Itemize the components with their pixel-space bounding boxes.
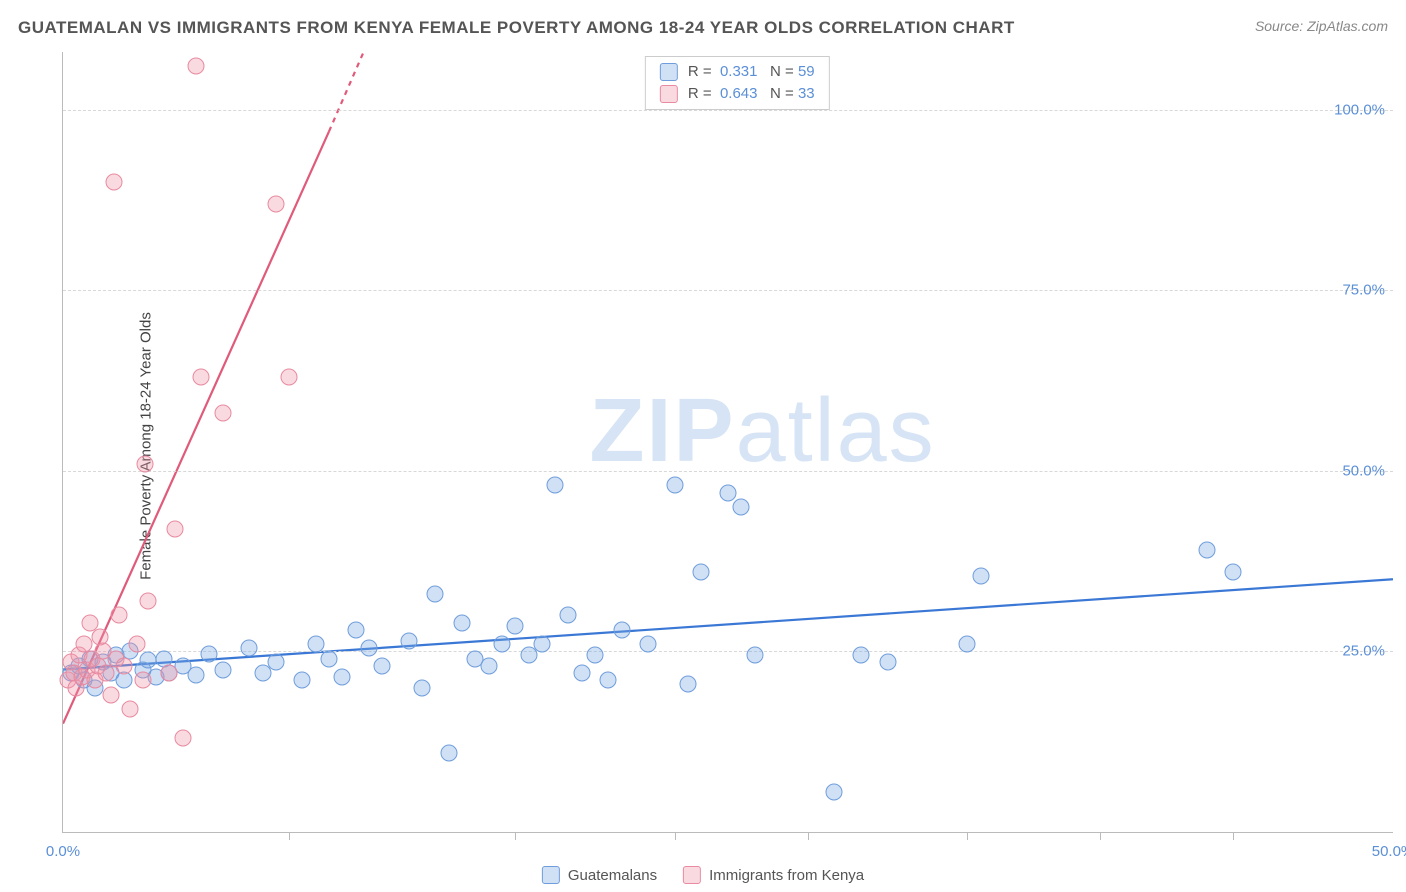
chart-title: GUATEMALAN VS IMMIGRANTS FROM KENYA FEMA… (18, 18, 1015, 37)
x-tick (808, 832, 809, 840)
data-point (129, 636, 146, 653)
data-point (547, 477, 564, 494)
data-point (853, 647, 870, 664)
data-point (267, 195, 284, 212)
data-point (427, 585, 444, 602)
legend-label: Immigrants from Kenya (709, 867, 864, 884)
legend-row: R = 0.643 N = 33 (660, 83, 815, 105)
x-tick (289, 832, 290, 840)
data-point (573, 665, 590, 682)
data-point (201, 646, 218, 663)
data-point (1198, 542, 1215, 559)
legend-swatch (660, 63, 678, 81)
source-label: Source: ZipAtlas.com (1255, 18, 1388, 34)
data-point (746, 647, 763, 664)
data-point (214, 405, 231, 422)
data-point (480, 657, 497, 674)
x-tick (1100, 832, 1101, 840)
trend-lines (63, 52, 1393, 832)
data-point (640, 636, 657, 653)
data-point (454, 614, 471, 631)
data-point (600, 672, 617, 689)
data-point (105, 174, 122, 191)
data-point (560, 607, 577, 624)
y-tick-label: 50.0% (1342, 462, 1385, 479)
data-point (174, 730, 191, 747)
data-point (188, 666, 205, 683)
data-point (281, 369, 298, 386)
data-point (347, 621, 364, 638)
data-point (972, 567, 989, 584)
x-tick-label: 0.0% (46, 843, 80, 860)
data-point (134, 672, 151, 689)
data-point (360, 639, 377, 656)
data-point (121, 701, 138, 718)
data-point (533, 636, 550, 653)
data-point (613, 621, 630, 638)
data-point (267, 654, 284, 671)
data-point (1225, 564, 1242, 581)
gridline (63, 471, 1393, 472)
data-point (193, 369, 210, 386)
data-point (826, 784, 843, 801)
data-point (116, 657, 133, 674)
legend-correlation: R = 0.331 N = 59R = 0.643 N = 33 (645, 56, 830, 110)
data-point (188, 58, 205, 75)
x-tick-label: 50.0% (1372, 843, 1406, 860)
x-tick (515, 832, 516, 840)
data-point (321, 650, 338, 667)
data-point (666, 477, 683, 494)
legend-swatch (660, 85, 678, 103)
legend-item: Guatemalans (542, 866, 657, 884)
x-tick (1233, 832, 1234, 840)
data-point (493, 636, 510, 653)
gridline (63, 290, 1393, 291)
data-point (400, 632, 417, 649)
data-point (680, 675, 697, 692)
scatter-plot: ZIPatlas R = 0.331 N = 59R = 0.643 N = 3… (62, 52, 1393, 833)
y-tick-label: 75.0% (1342, 282, 1385, 299)
watermark: ZIPatlas (590, 380, 936, 483)
data-point (307, 636, 324, 653)
legend-swatch (683, 866, 701, 884)
data-point (587, 647, 604, 664)
data-point (879, 654, 896, 671)
legend-label: Guatemalans (568, 867, 657, 884)
data-point (733, 499, 750, 516)
data-point (720, 484, 737, 501)
data-point (140, 652, 157, 669)
data-point (97, 665, 114, 682)
data-point (693, 564, 710, 581)
data-point (102, 686, 119, 703)
data-point (110, 607, 127, 624)
data-point (414, 679, 431, 696)
gridline (63, 110, 1393, 111)
data-point (214, 662, 231, 679)
x-tick (967, 832, 968, 840)
legend-item: Immigrants from Kenya (683, 866, 864, 884)
data-point (241, 639, 258, 656)
legend-series: Guatemalans Immigrants from Kenya (542, 866, 864, 884)
data-point (507, 618, 524, 635)
data-point (959, 636, 976, 653)
gridline (63, 651, 1393, 652)
x-tick (675, 832, 676, 840)
data-point (161, 665, 178, 682)
data-point (137, 455, 154, 472)
legend-row: R = 0.331 N = 59 (660, 61, 815, 83)
y-tick-label: 25.0% (1342, 643, 1385, 660)
data-point (116, 672, 133, 689)
y-tick-label: 100.0% (1334, 101, 1385, 118)
data-point (166, 520, 183, 537)
legend-swatch (542, 866, 560, 884)
data-point (294, 672, 311, 689)
data-point (334, 668, 351, 685)
data-point (374, 657, 391, 674)
data-point (140, 592, 157, 609)
data-point (440, 744, 457, 761)
